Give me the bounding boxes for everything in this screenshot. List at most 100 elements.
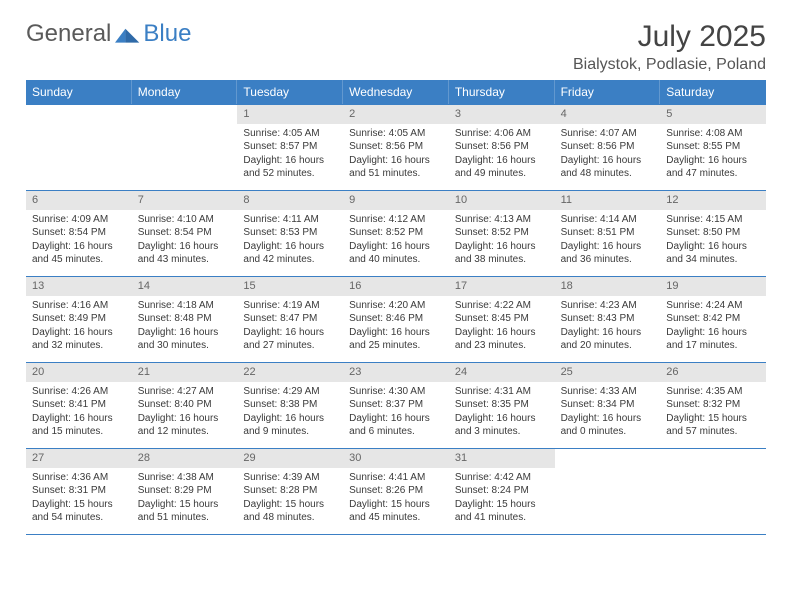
calendar-cell: 27Sunrise: 4:36 AMSunset: 8:31 PMDayligh… [26, 448, 132, 534]
cell-line-sunset: Sunset: 8:54 PM [32, 226, 126, 240]
cell-line-sunrise: Sunrise: 4:15 AM [666, 213, 760, 227]
month-title: July 2025 [573, 20, 766, 54]
day-number: 10 [449, 191, 555, 210]
cell-line-daylight1: Daylight: 16 hours [455, 240, 549, 254]
day-number: 8 [237, 191, 343, 210]
cell-line-sunset: Sunset: 8:57 PM [243, 140, 337, 154]
cell-line-sunrise: Sunrise: 4:11 AM [243, 213, 337, 227]
calendar-cell: 3Sunrise: 4:06 AMSunset: 8:56 PMDaylight… [449, 104, 555, 190]
cell-line-daylight1: Daylight: 16 hours [243, 240, 337, 254]
cell-line-daylight1: Daylight: 16 hours [561, 326, 655, 340]
day-number: 17 [449, 277, 555, 296]
calendar-cell: 30 Sunrise: 4:41 AMSunset: 8:26 PMDayligh… [343, 448, 449, 534]
cell-line-sunset: Sunset: 8:24 PM [455, 484, 549, 498]
cell-line-daylight1: Daylight: 16 hours [32, 240, 126, 254]
cell-line-daylight1: Daylight: 15 hours [138, 498, 232, 512]
cell-line-sunrise: Sunrise: 4:41 AM [349, 471, 443, 485]
cell-line-sunset: Sunset: 8:52 PM [455, 226, 549, 240]
cell-line-sunrise: Sunrise: 4:38 AM [138, 471, 232, 485]
cell-line-daylight1: Daylight: 16 hours [349, 326, 443, 340]
day-number: 19 [660, 277, 766, 296]
day-number: 24 [449, 363, 555, 382]
cell-line-sunset: Sunset: 8:26 PM [349, 484, 443, 498]
cell-line-sunrise: Sunrise: 4:29 AM [243, 385, 337, 399]
cell-line-sunrise: Sunrise: 4:20 AM [349, 299, 443, 313]
day-header: Monday [132, 80, 238, 104]
cell-line-sunrise: Sunrise: 4:36 AM [32, 471, 126, 485]
cell-line-sunset: Sunset: 8:42 PM [666, 312, 760, 326]
calendar-cell: 12Sunrise: 4:15 AMSunset: 8:50 PMDayligh… [660, 190, 766, 276]
calendar-cell: 9Sunrise: 4:12 AMSunset: 8:52 PMDaylight… [343, 190, 449, 276]
calendar-cell: 22Sunrise: 4:29 AMSunset: 8:38 PMDayligh… [237, 362, 343, 448]
day-number: 30 [343, 449, 449, 468]
calendar-cell: 19Sunrise: 4:24 AMSunset: 8:42 PMDayligh… [660, 276, 766, 362]
cell-line-sunset: Sunset: 8:31 PM [32, 484, 126, 498]
cell-line-daylight2: and 30 minutes. [138, 339, 232, 353]
cell-line-daylight1: Daylight: 16 hours [455, 412, 549, 426]
cell-line-sunset: Sunset: 8:34 PM [561, 398, 655, 412]
cell-line-sunset: Sunset: 8:43 PM [561, 312, 655, 326]
calendar-cell: 15 Sunrise: 4:19 AMSunset: 8:47 PMDayligh… [237, 276, 343, 362]
cell-line-daylight1: Daylight: 16 hours [666, 240, 760, 254]
day-number: 15 [237, 277, 343, 296]
day-number: 20 [26, 363, 132, 382]
calendar-cell: 17Sunrise: 4:22 AMSunset: 8:45 PMDayligh… [449, 276, 555, 362]
day-number: 12 [660, 191, 766, 210]
day-number: 31 [449, 449, 555, 468]
cell-line-sunrise: Sunrise: 4:39 AM [243, 471, 337, 485]
calendar-cell: 21Sunrise: 4:27 AMSunset: 8:40 PMDayligh… [132, 362, 238, 448]
cell-line-daylight2: and 15 minutes. [32, 425, 126, 439]
cell-line-daylight1: Daylight: 16 hours [349, 412, 443, 426]
calendar-cell: 24Sunrise: 4:31 AMSunset: 8:35 PMDayligh… [449, 362, 555, 448]
cell-line-daylight2: and 57 minutes. [666, 425, 760, 439]
day-number: 21 [132, 363, 238, 382]
day-number: 14 [132, 277, 238, 296]
cell-line-sunrise: Sunrise: 4:06 AM [455, 127, 549, 141]
cell-line-sunset: Sunset: 8:48 PM [138, 312, 232, 326]
cell-line-sunrise: Sunrise: 4:23 AM [561, 299, 655, 313]
cell-line-sunrise: Sunrise: 4:19 AM [243, 299, 337, 313]
cell-line-sunset: Sunset: 8:49 PM [32, 312, 126, 326]
calendar-cell: 11Sunrise: 4:14 AMSunset: 8:51 PMDayligh… [555, 190, 661, 276]
cell-line-sunrise: Sunrise: 4:42 AM [455, 471, 549, 485]
cell-line-sunrise: Sunrise: 4:18 AM [138, 299, 232, 313]
day-number: 4 [555, 105, 661, 124]
day-number: 29 [237, 449, 343, 468]
day-number: 22 [237, 363, 343, 382]
cell-line-sunset: Sunset: 8:46 PM [349, 312, 443, 326]
calendar-cell: 2Sunrise: 4:05 AMSunset: 8:56 PMDaylight… [343, 104, 449, 190]
day-number: 13 [26, 277, 132, 296]
cell-line-daylight2: and 40 minutes. [349, 253, 443, 267]
cell-line-daylight2: and 36 minutes. [561, 253, 655, 267]
cell-line-daylight1: Daylight: 16 hours [243, 326, 337, 340]
cell-line-daylight1: Daylight: 16 hours [455, 326, 549, 340]
day-number: 28 [132, 449, 238, 468]
cell-line-sunrise: Sunrise: 4:09 AM [32, 213, 126, 227]
cell-line-daylight2: and 6 minutes. [349, 425, 443, 439]
cell-line-sunrise: Sunrise: 4:08 AM [666, 127, 760, 141]
calendar-cell: 10Sunrise: 4:13 AMSunset: 8:52 PMDayligh… [449, 190, 555, 276]
calendar-cell: 13Sunrise: 4:16 AMSunset: 8:49 PMDayligh… [26, 276, 132, 362]
cell-line-sunrise: Sunrise: 4:07 AM [561, 127, 655, 141]
cell-line-daylight1: Daylight: 15 hours [666, 412, 760, 426]
calendar-cell: 16Sunrise: 4:20 AMSunset: 8:46 PMDayligh… [343, 276, 449, 362]
cell-line-sunrise: Sunrise: 4:22 AM [455, 299, 549, 313]
calendar-cell [660, 448, 766, 534]
cell-line-sunrise: Sunrise: 4:05 AM [243, 127, 337, 141]
cell-line-daylight1: Daylight: 15 hours [349, 498, 443, 512]
calendar-cell: 31 Sunrise: 4:42 AMSunset: 8:24 PMDayligh… [449, 448, 555, 534]
day-number: 25 [555, 363, 661, 382]
day-number: 11 [555, 191, 661, 210]
cell-line-daylight2: and 48 minutes. [243, 511, 337, 525]
cell-line-daylight1: Daylight: 15 hours [455, 498, 549, 512]
cell-line-daylight2: and 47 minutes. [666, 167, 760, 181]
cell-line-sunset: Sunset: 8:47 PM [243, 312, 337, 326]
day-number: 6 [26, 191, 132, 210]
calendar-page: General Blue July 2025 Bialystok, Podlas… [0, 0, 792, 545]
cell-line-daylight2: and 45 minutes. [32, 253, 126, 267]
cell-line-daylight2: and 49 minutes. [455, 167, 549, 181]
cell-line-daylight2: and 52 minutes. [243, 167, 337, 181]
calendar-cell: 28Sunrise: 4:38 AMSunset: 8:29 PMDayligh… [132, 448, 238, 534]
day-header: Thursday [449, 80, 555, 104]
cell-line-sunrise: Sunrise: 4:14 AM [561, 213, 655, 227]
